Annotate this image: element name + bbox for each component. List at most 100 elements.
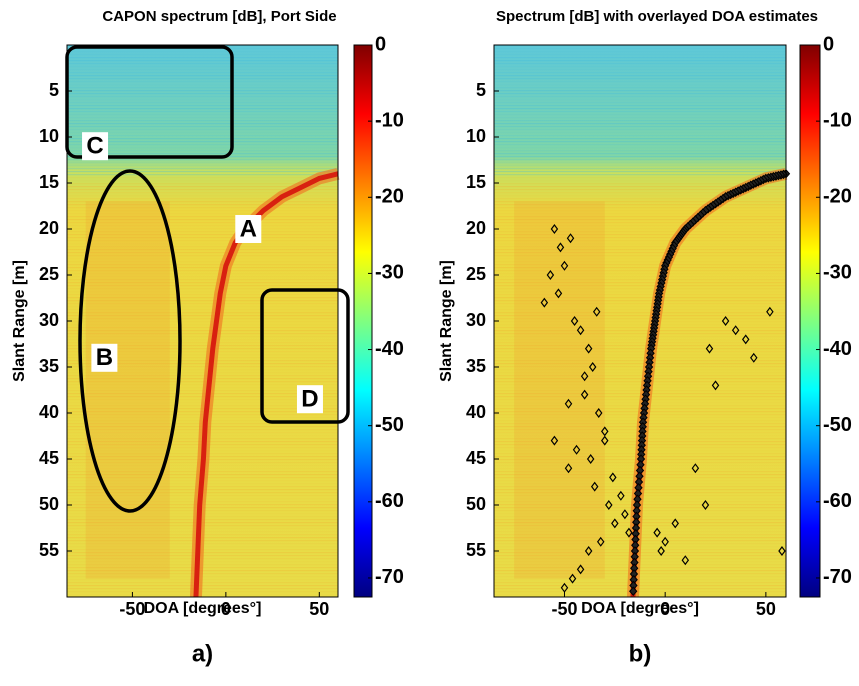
texture-stripe xyxy=(67,369,338,371)
texture-stripe xyxy=(494,75,786,77)
colorbar-tick-label: -10 xyxy=(823,109,852,131)
texture-stripe xyxy=(67,228,338,230)
x-tick-label: -50 xyxy=(551,599,577,619)
texture-stripe xyxy=(67,123,338,125)
colorbar xyxy=(799,44,821,598)
texture-stripe xyxy=(67,357,338,359)
texture-stripe xyxy=(494,342,786,344)
texture-stripe xyxy=(494,303,786,305)
doa-estimate xyxy=(556,242,565,253)
texture-stripe xyxy=(494,210,786,212)
texture-stripe xyxy=(494,582,786,584)
box-d xyxy=(260,288,350,424)
texture-stripe xyxy=(67,213,338,215)
texture-stripe xyxy=(494,228,786,230)
texture-stripe xyxy=(494,195,786,197)
x-tick-label: -50 xyxy=(119,599,145,619)
colorbar-tick-label: -10 xyxy=(375,109,404,131)
doa-estimate xyxy=(766,306,774,317)
texture-stripe xyxy=(494,141,786,143)
texture-stripe xyxy=(494,162,786,164)
texture-stripe xyxy=(494,225,786,227)
ellipse-b xyxy=(78,169,182,513)
texture-stripe xyxy=(494,105,786,107)
doa-estimate xyxy=(550,435,559,446)
texture-stripe xyxy=(67,264,338,266)
texture-stripe xyxy=(494,372,786,374)
annotation-shapes: A B C D xyxy=(65,45,350,513)
texture-stripe xyxy=(67,216,338,218)
texture-stripe xyxy=(67,51,338,53)
colorbar-tick-label: 0 xyxy=(823,33,834,55)
texture-stripe xyxy=(494,66,786,68)
texture-stripe xyxy=(494,309,786,311)
texture-stripe xyxy=(494,288,786,290)
x-tick-label: 50 xyxy=(756,599,776,619)
warm-region xyxy=(514,201,605,579)
doa-estimate xyxy=(609,472,617,483)
doa-estimate xyxy=(560,260,569,271)
texture-stripe xyxy=(67,225,338,227)
doa-estimate xyxy=(691,463,700,474)
texture-stripe xyxy=(494,171,786,173)
colorbar-tick-label: -40 xyxy=(823,338,852,360)
texture-stripe xyxy=(67,207,338,209)
texture-stripe xyxy=(494,102,786,104)
y-tick-label: 35 xyxy=(39,356,59,376)
texture-stripe xyxy=(494,579,786,581)
texture-stripe xyxy=(67,306,338,308)
texture-stripe xyxy=(67,177,338,179)
doa-estimate xyxy=(546,270,555,280)
texture-stripe xyxy=(67,108,338,110)
texture-stripe xyxy=(494,249,786,251)
doa-estimate xyxy=(657,546,665,556)
texture-stripe xyxy=(67,276,338,278)
texture-stripe xyxy=(67,342,338,344)
texture-stripe xyxy=(67,318,338,320)
texture-stripe xyxy=(67,75,338,77)
texture-stripe xyxy=(494,93,786,95)
annotation-label: A xyxy=(240,215,257,242)
texture-stripe xyxy=(494,285,786,287)
y-tick-label: 50 xyxy=(466,494,486,514)
texture-stripe xyxy=(67,246,338,248)
x-tick-label: 50 xyxy=(309,599,329,619)
texture-stripe xyxy=(67,591,338,593)
texture-stripe xyxy=(67,336,338,338)
texture-stripe xyxy=(494,183,786,185)
doa-estimate xyxy=(584,546,593,556)
texture-stripe xyxy=(494,255,786,257)
texture-stripe xyxy=(67,366,338,368)
texture-stripe xyxy=(67,261,338,263)
annotation-label: B xyxy=(96,344,113,371)
doa-estimate xyxy=(701,500,710,510)
texture-stripe xyxy=(67,183,338,185)
texture-stripe xyxy=(67,84,338,86)
texture-stripe xyxy=(67,270,338,272)
y-tick-label: 10 xyxy=(39,126,59,146)
doa-estimate xyxy=(731,325,740,336)
texture-stripe xyxy=(494,588,786,590)
texture-stripe xyxy=(67,210,338,212)
doa-estimate xyxy=(778,546,786,556)
ridge xyxy=(193,171,339,598)
texture-stripe xyxy=(494,387,786,389)
texture-stripe xyxy=(494,156,786,158)
x-tick-label: 0 xyxy=(660,599,670,619)
panel: 5 10 15 20 25 30 35 40 45 50 55 -50 0 50 0 -10 -20 -30 -40… xyxy=(11,8,404,667)
texture-stripe xyxy=(494,150,786,152)
texture-stripe xyxy=(67,159,338,161)
texture-stripe xyxy=(67,204,338,206)
texture-stripe xyxy=(494,327,786,329)
y-tick-label: 30 xyxy=(466,310,486,330)
texture-stripe xyxy=(67,237,338,239)
y-tick-label: 25 xyxy=(39,264,59,284)
texture-stripe xyxy=(494,315,786,317)
texture-stripe xyxy=(67,63,338,65)
texture-stripe xyxy=(67,345,338,347)
doa-estimate xyxy=(741,334,750,345)
doa-estimate xyxy=(601,435,609,446)
doa-estimate xyxy=(576,564,585,575)
doa-estimate xyxy=(592,306,601,317)
texture-stripe xyxy=(494,54,786,56)
